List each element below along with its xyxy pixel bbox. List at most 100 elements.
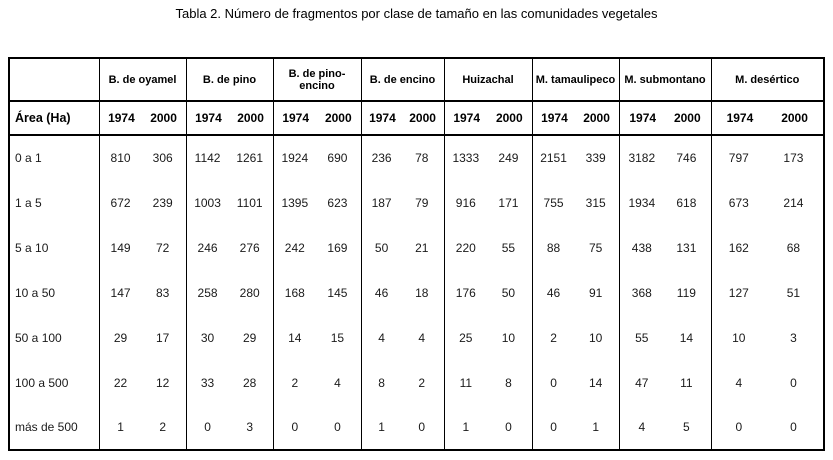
- value-cell: 368 119: [618, 270, 711, 315]
- value-cell: 29 17: [98, 315, 186, 360]
- row-label: 0 a 1: [15, 151, 42, 165]
- value-cell: 127 51: [710, 270, 824, 315]
- table-row: 10 a 50 147 83 258 280 168 145 46 18 176 50 4…: [9, 270, 824, 315]
- year-1974: 1974: [629, 111, 657, 125]
- group-header-pino: B. de pino: [185, 58, 273, 102]
- value-cell: 1142 1261: [185, 135, 273, 180]
- group-header-huizachal: Huizachal: [443, 58, 532, 102]
- value-cell: 810 306: [98, 135, 186, 180]
- value-cell: 242 169: [272, 225, 361, 270]
- year-cell: 1974 2000: [360, 101, 444, 136]
- value-cell: 176 50: [443, 270, 532, 315]
- value-cell: 916 171: [443, 180, 532, 225]
- value-cell: 2151 339: [531, 135, 619, 180]
- year-2000: 2000: [781, 111, 808, 125]
- value-cell: 50 21: [360, 225, 444, 270]
- value-cell: 168 145: [272, 270, 361, 315]
- group-header-encino: B. de encino: [360, 58, 444, 102]
- value-cell: 88 75: [531, 225, 619, 270]
- year-2000: 2000: [409, 111, 436, 125]
- value-cell: 14 15: [272, 315, 361, 360]
- value-cell: 2 10: [531, 315, 619, 360]
- year-cell: 1974 2000: [272, 101, 361, 136]
- value-cell: 33 28: [185, 360, 273, 405]
- year-header-row: Área (Ha) 1974 2000 1974 2000 1974 2000 197…: [9, 101, 824, 136]
- year-2000: 2000: [495, 111, 523, 125]
- group-header-oyamel: B. de oyamel: [98, 58, 186, 102]
- fragments-table: B. de oyamel B. de pino B. de pino-encin…: [8, 57, 825, 451]
- value-cell: 55 14: [618, 315, 711, 360]
- group-header-pino-encino: B. de pino-encino: [272, 58, 361, 102]
- group-header-desertico: M. desértico: [710, 58, 824, 102]
- value-cell: 1924 690: [272, 135, 361, 180]
- value-cell: 10 3: [710, 315, 824, 360]
- value-cell: 673 214: [710, 180, 824, 225]
- value-cell: 0 14: [531, 360, 619, 405]
- value-cell: 220 55: [443, 225, 532, 270]
- year-1974: 1974: [726, 111, 754, 125]
- year-cell: 1974 2000: [618, 101, 711, 136]
- value-cell: 797 173: [710, 135, 824, 180]
- value-cell: 162 68: [710, 225, 824, 270]
- value-cell: 246 276: [185, 225, 273, 270]
- group-header-row: B. de oyamel B. de pino B. de pino-encin…: [9, 58, 824, 102]
- row-label: 10 a 50: [15, 285, 56, 300]
- table-row: 5 a 10 149 72 246 276 242 169 50 21 220 55 88…: [9, 225, 824, 270]
- group-header-submontano: M. submontano: [618, 58, 711, 102]
- year-cell: 1974 2000: [443, 101, 532, 136]
- row-label: 1 a 5: [15, 195, 42, 210]
- row-label: 5 a 10: [15, 240, 49, 255]
- value-cell: 25 10: [443, 315, 532, 360]
- year-1974: 1974: [282, 111, 310, 125]
- year-2000: 2000: [237, 111, 264, 125]
- value-cell: 46 18: [360, 270, 444, 315]
- value-cell: 672 239: [98, 180, 186, 225]
- value-cell: 22 12: [98, 360, 186, 405]
- year-cell: 1974 2000: [98, 101, 186, 136]
- value-cell: 1003 1101: [185, 180, 273, 225]
- year-1974: 1974: [195, 111, 222, 125]
- value-cell: 258 280: [185, 270, 273, 315]
- value-cell: 3182 746: [618, 135, 711, 180]
- area-header: Área (Ha): [9, 101, 99, 136]
- year-2000: 2000: [583, 111, 610, 125]
- year-2000: 2000: [324, 111, 352, 125]
- year-cell: 1974 2000: [710, 101, 824, 136]
- group-header-tamaulipeco: M. tamaulipeco: [531, 58, 619, 102]
- corner-cell: [9, 58, 99, 102]
- row-label: más de 500: [15, 420, 78, 434]
- year-1974: 1974: [108, 111, 135, 125]
- year-cell: 1974 2000: [185, 101, 273, 136]
- table-row: 1 a 5 672 239 1003 1101 1395 623 187 79 916 1…: [9, 180, 824, 225]
- year-1974: 1974: [453, 111, 481, 125]
- table-caption: Tabla 2. Número de fragmentos por clase …: [175, 6, 658, 21]
- year-2000: 2000: [150, 111, 177, 125]
- year-1974: 1974: [369, 111, 396, 125]
- value-cell: 30 29: [185, 315, 273, 360]
- year-1974: 1974: [541, 111, 568, 125]
- value-cell: 236 78: [360, 135, 444, 180]
- row-label: 100 a 500: [15, 375, 69, 390]
- value-cell: 147 83: [98, 270, 186, 315]
- value-cell: 755 315: [531, 180, 619, 225]
- value-cell: 47 11: [618, 360, 711, 405]
- value-cell: 1934 618: [618, 180, 711, 225]
- value-cell: 187 79: [360, 180, 444, 225]
- value-cell: 1333 249: [443, 135, 532, 180]
- table-row: 0 a 1 810 306 1142 1261 1924 690 236 78 1333…: [9, 135, 824, 180]
